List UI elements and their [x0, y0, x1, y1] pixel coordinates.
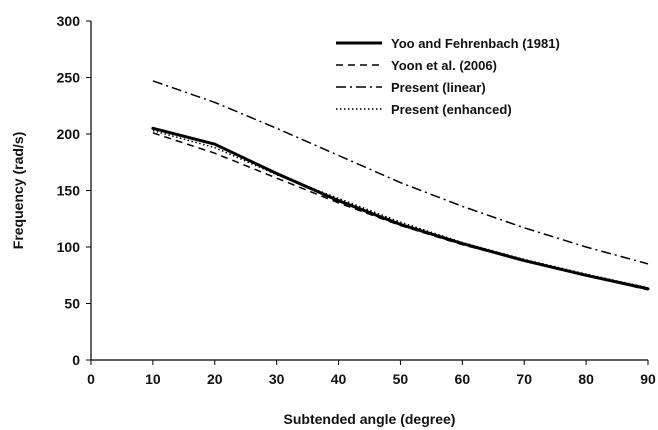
y-tick-label: 200 [57, 126, 81, 142]
legend-label-3: Present (linear) [391, 80, 486, 95]
x-tick-label: 0 [87, 371, 95, 387]
y-tick-label: 100 [57, 239, 81, 255]
series-line-4 [152, 129, 649, 289]
legend-label-4: Present (enhanced) [391, 102, 512, 117]
x-tick-label: 60 [455, 371, 471, 387]
x-tick-label: 90 [640, 371, 656, 387]
x-tick-label: 30 [269, 371, 285, 387]
series-line-3 [152, 80, 649, 265]
y-tick-label: 300 [57, 13, 81, 29]
y-tick-label: 0 [72, 352, 80, 368]
x-tick-label: 70 [516, 371, 532, 387]
x-tick-label: 10 [145, 371, 161, 387]
series-line-2 [152, 132, 649, 291]
y-tick-label: 50 [64, 296, 80, 312]
x-tick-label: 40 [331, 371, 347, 387]
x-tick-label: 80 [578, 371, 594, 387]
y-tick-label: 250 [57, 70, 81, 86]
y-axis-title: Frequency (rad/s) [10, 132, 26, 249]
y-tick-label: 150 [57, 183, 81, 199]
legend-label-2: Yoon et al. (2006) [391, 58, 497, 73]
plot-area: 0 50 100 150 200 250 300 0 10 20 30 40 50 60 70 80 90 Sub… [10, 13, 656, 427]
x-tick-label: 20 [207, 371, 223, 387]
legend-label-1: Yoo and Fehrenbach (1981) [391, 36, 560, 51]
x-tick-label: 50 [393, 371, 409, 387]
x-axis-title: Subtended angle (degree) [284, 411, 456, 427]
